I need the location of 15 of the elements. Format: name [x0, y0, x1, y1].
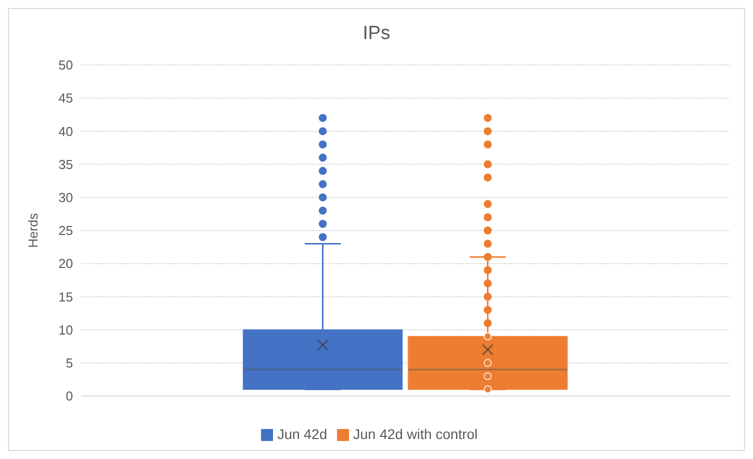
y-tick-label: 0: [66, 388, 73, 404]
y-tick-label: 40: [58, 124, 73, 139]
y-axis-title: Herds: [26, 212, 41, 248]
y-tick-label: 25: [58, 223, 73, 238]
y-tick-label: 50: [58, 58, 73, 73]
y-tick-label: 10: [58, 322, 73, 338]
y-tick-label: 20: [58, 256, 73, 272]
chart-title: IPs: [362, 22, 392, 46]
y-tick-label: 5: [66, 356, 73, 371]
y-tick-label: 35: [58, 156, 73, 172]
legend-label: Jun 42d with control: [353, 426, 478, 442]
y-tick-label: 45: [58, 90, 73, 106]
y-tick-label: 30: [58, 190, 73, 206]
legend-label: Jun 42d: [277, 426, 328, 442]
y-tick-label: 15: [58, 289, 73, 304]
